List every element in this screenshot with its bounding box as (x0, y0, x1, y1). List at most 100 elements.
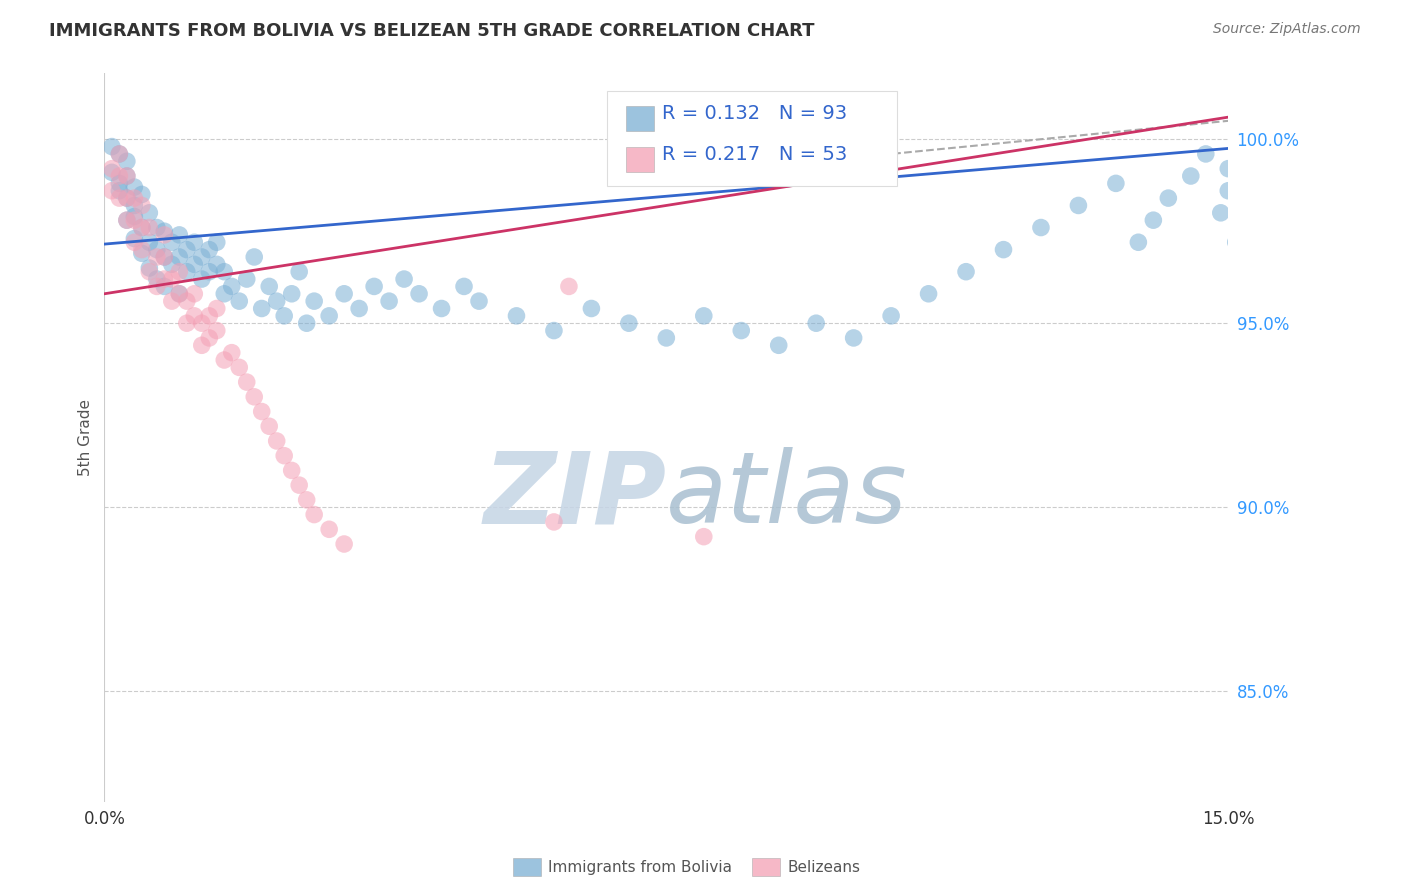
Point (1142, 213, 1164, 227)
Point (153, 250, 176, 264)
Point (235, 375, 257, 389)
Point (655, 331, 678, 345)
Point (1247, 191, 1270, 205)
Point (693, 530, 716, 544)
Point (1029, 220, 1052, 235)
Point (108, 177, 131, 191)
Point (273, 309, 295, 323)
Point (138, 206, 160, 220)
Point (768, 338, 790, 352)
Point (153, 227, 176, 242)
Point (160, 294, 183, 309)
Point (880, 309, 903, 323)
Point (131, 187, 153, 202)
Point (842, 331, 865, 345)
Point (280, 286, 302, 301)
Point (146, 272, 169, 286)
Text: R = 0.132   N = 93: R = 0.132 N = 93 (662, 104, 848, 123)
Point (160, 257, 183, 271)
Point (1180, 169, 1202, 183)
Point (378, 294, 401, 309)
Point (191, 316, 214, 330)
Point (288, 478, 311, 492)
Point (214, 353, 236, 368)
Point (214, 265, 236, 279)
Point (266, 434, 288, 448)
Point (115, 213, 138, 227)
Point (430, 301, 453, 316)
Point (617, 316, 640, 330)
Point (235, 272, 257, 286)
Point (169, 250, 191, 264)
Point (160, 272, 183, 286)
Point (153, 279, 176, 293)
Point (169, 286, 191, 301)
Point (108, 147, 131, 161)
Point (108, 184, 131, 198)
Text: IMMIGRANTS FROM BOLIVIA VS BELIZEAN 5TH GRADE CORRELATION CHART: IMMIGRANTS FROM BOLIVIA VS BELIZEAN 5TH … (49, 22, 814, 40)
Text: Immigrants from Bolivia: Immigrants from Bolivia (548, 860, 733, 874)
Point (302, 508, 325, 522)
Point (101, 161, 124, 176)
Point (198, 265, 221, 279)
Point (295, 492, 318, 507)
Point (176, 316, 198, 330)
Point (198, 331, 221, 345)
Point (1218, 161, 1240, 176)
Point (131, 198, 153, 212)
Point (453, 279, 475, 293)
Point (214, 286, 236, 301)
Point (153, 224, 176, 238)
Point (408, 286, 430, 301)
Text: Belizeans: Belizeans (787, 860, 860, 874)
Point (257, 419, 280, 434)
Point (558, 279, 581, 293)
Point (1105, 177, 1128, 191)
Point (169, 286, 191, 301)
Point (333, 537, 356, 551)
Point (115, 154, 138, 169)
Point (191, 272, 214, 286)
Point (183, 286, 205, 301)
Point (205, 324, 228, 338)
Point (169, 265, 191, 279)
Point (124, 198, 146, 212)
Point (183, 235, 205, 250)
Point (176, 265, 198, 279)
Point (581, 301, 603, 316)
Point (205, 235, 228, 250)
Point (108, 147, 131, 161)
Point (333, 286, 356, 301)
Text: atlas: atlas (666, 447, 908, 544)
Point (347, 301, 370, 316)
Point (124, 213, 146, 227)
Point (183, 309, 205, 323)
Point (146, 243, 169, 257)
Point (543, 515, 565, 529)
Y-axis label: 5th Grade: 5th Grade (79, 399, 93, 475)
Point (221, 279, 243, 293)
Point (693, 309, 716, 323)
Point (131, 243, 153, 257)
Point (124, 235, 146, 250)
Point (250, 301, 273, 316)
Point (221, 345, 243, 359)
Text: Source: ZipAtlas.com: Source: ZipAtlas.com (1213, 22, 1361, 37)
Point (198, 309, 221, 323)
Point (138, 260, 160, 275)
Point (543, 324, 565, 338)
Point (146, 279, 169, 293)
Point (191, 338, 214, 352)
Point (363, 279, 385, 293)
Point (243, 390, 266, 404)
Point (205, 301, 228, 316)
Point (115, 213, 138, 227)
Point (318, 522, 340, 536)
Text: R = 0.217   N = 53: R = 0.217 N = 53 (662, 145, 848, 164)
Point (131, 220, 153, 235)
Point (131, 220, 153, 235)
Point (176, 243, 198, 257)
Point (1254, 169, 1277, 183)
Point (146, 220, 169, 235)
Point (108, 191, 131, 205)
